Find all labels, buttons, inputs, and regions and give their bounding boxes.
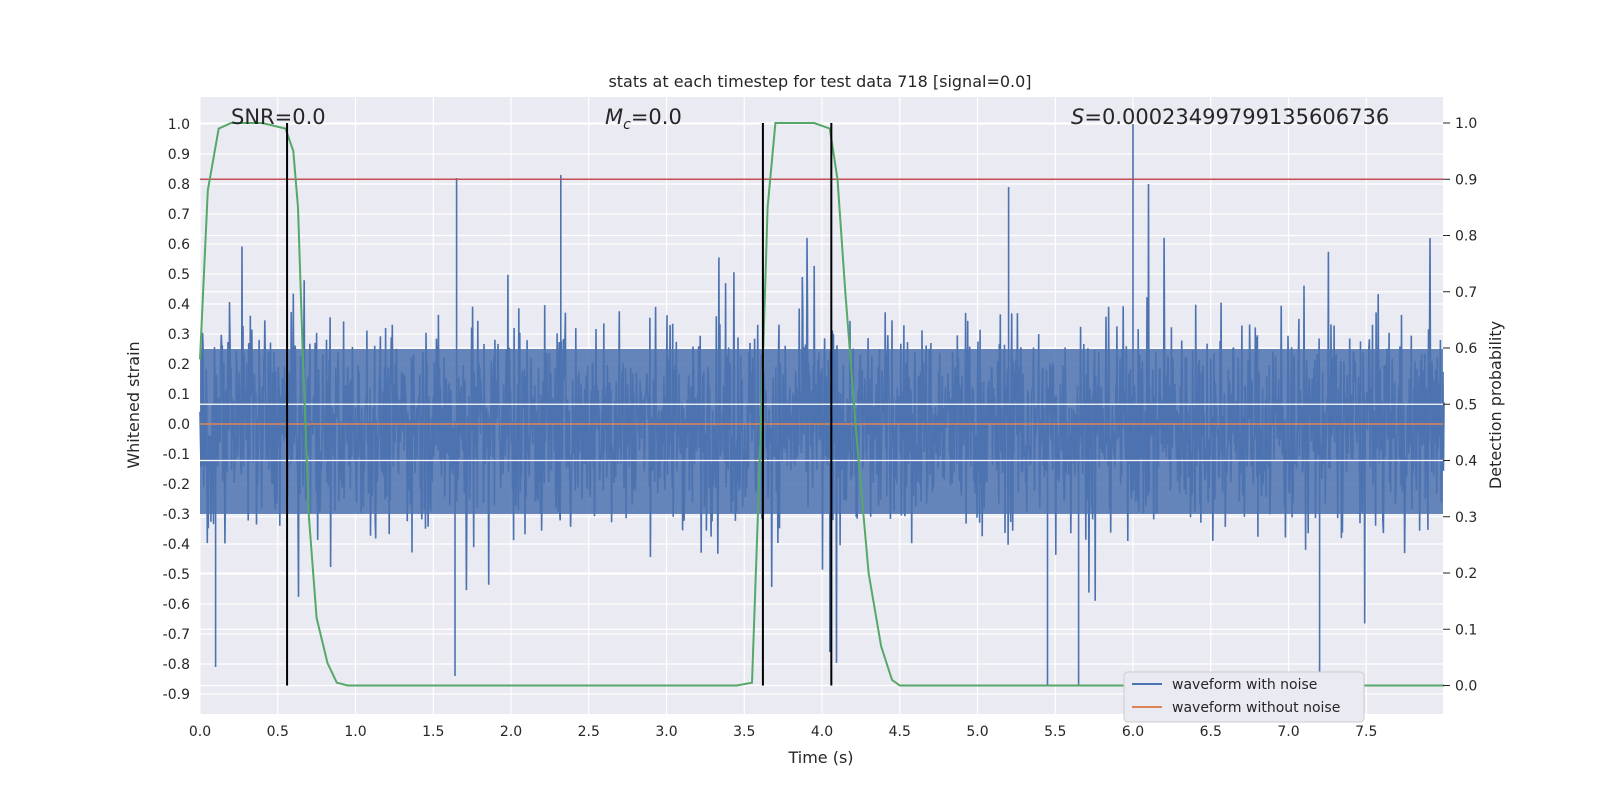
s-symbol: S: [1071, 105, 1084, 129]
y-tick-label: 1.0: [168, 117, 190, 133]
x-tick-label: 0.5: [267, 724, 289, 740]
y2-tick-label: 0.0: [1455, 679, 1477, 695]
y-tick-label: 0.3: [168, 327, 190, 343]
snr-annotation: SNR=0.0: [231, 105, 326, 129]
y-tick-label: 0.9: [168, 147, 190, 163]
y-tick-label: -0.6: [163, 597, 190, 613]
x-tick-label: 1.5: [422, 724, 444, 740]
mc-value: =0.0: [631, 105, 682, 129]
x-tick-label: 0.0: [189, 724, 211, 740]
x-tick-label: 2.5: [578, 724, 600, 740]
y2-tick-label: 0.2: [1455, 566, 1477, 582]
y-tick-label: -0.9: [163, 687, 190, 703]
x-tick-label: 6.0: [1122, 724, 1144, 740]
x-tick-label: 5.0: [966, 724, 988, 740]
x-tick-label: 4.5: [889, 724, 911, 740]
y2-tick-label: 0.5: [1455, 397, 1477, 413]
y2-tick-label: 0.7: [1455, 285, 1477, 301]
mc-subscript: c: [623, 117, 631, 133]
y2-tick-label: 0.1: [1455, 622, 1477, 638]
x-tick-label: 1.0: [344, 724, 366, 740]
ticks: 1.0 0.9 0.8 0.7 0.6 0.5 0.4 0.3 0.2 0.1 0.0 -0.1 -0.…: [163, 116, 1478, 740]
x-tick-label: 3.0: [655, 724, 677, 740]
y-tick-label: 0.1: [168, 387, 190, 403]
marks: [199, 122, 1444, 687]
y-tick-label: -0.5: [163, 567, 190, 583]
y-tick-label: 0.2: [168, 357, 190, 373]
legend-label-clean: waveform without noise: [1172, 700, 1340, 716]
y-tick-label: -0.3: [163, 507, 190, 523]
y2-tick-label: 0.4: [1455, 454, 1477, 470]
y2-tick-label: 0.3: [1455, 510, 1477, 526]
y-tick-label: -0.8: [163, 657, 190, 673]
y-axis-label: Whitened strain: [124, 341, 143, 468]
legend: waveform with noise waveform without noi…: [1123, 671, 1365, 723]
x-tick-label: 5.5: [1044, 724, 1066, 740]
y-tick-label: 0.7: [168, 207, 190, 223]
y2-tick-label: 0.6: [1455, 341, 1477, 357]
chart-title: stats at each timestep for test data 718…: [608, 72, 1031, 91]
series-line-detection-probability: [199, 122, 1444, 687]
x-tick-label: 4.0: [811, 724, 833, 740]
y2-axis-label: Detection probability: [1486, 321, 1505, 489]
y-tick-label: 0.5: [168, 267, 190, 283]
x-tick-label: 7.0: [1277, 724, 1299, 740]
y-tick-label: -0.2: [163, 477, 190, 493]
x-tick-label: 6.5: [1200, 724, 1222, 740]
y2-tick-label: 0.9: [1455, 172, 1477, 188]
y-tick-label: 0.6: [168, 237, 190, 253]
x-tick-label: 2.0: [500, 724, 522, 740]
y2-tick-label: 1.0: [1455, 116, 1477, 132]
x-axis-label: Time (s): [787, 748, 853, 767]
legend-label-noise: waveform with noise: [1172, 677, 1317, 693]
x-tick-label: 7.5: [1355, 724, 1377, 740]
legend-box: [1123, 671, 1365, 723]
y-tick-label: -0.1: [163, 447, 190, 463]
s-value: =0.00023499799135606736: [1084, 105, 1389, 129]
noise-band: [200, 349, 1443, 514]
y-tick-label: 0.8: [168, 177, 190, 193]
y2-tick-label: 0.8: [1455, 229, 1477, 245]
mc-symbol: M: [605, 105, 623, 129]
y-tick-label: 0.4: [168, 297, 190, 313]
y-tick-label: 0.0: [168, 417, 190, 433]
x-tick-label: 3.5: [733, 724, 755, 740]
mc-annotation: Mc=0.0: [605, 105, 682, 133]
s-annotation: S=0.00023499799135606736: [1071, 105, 1389, 129]
y-tick-label: -0.7: [163, 627, 190, 643]
y-tick-label: -0.4: [163, 537, 190, 553]
